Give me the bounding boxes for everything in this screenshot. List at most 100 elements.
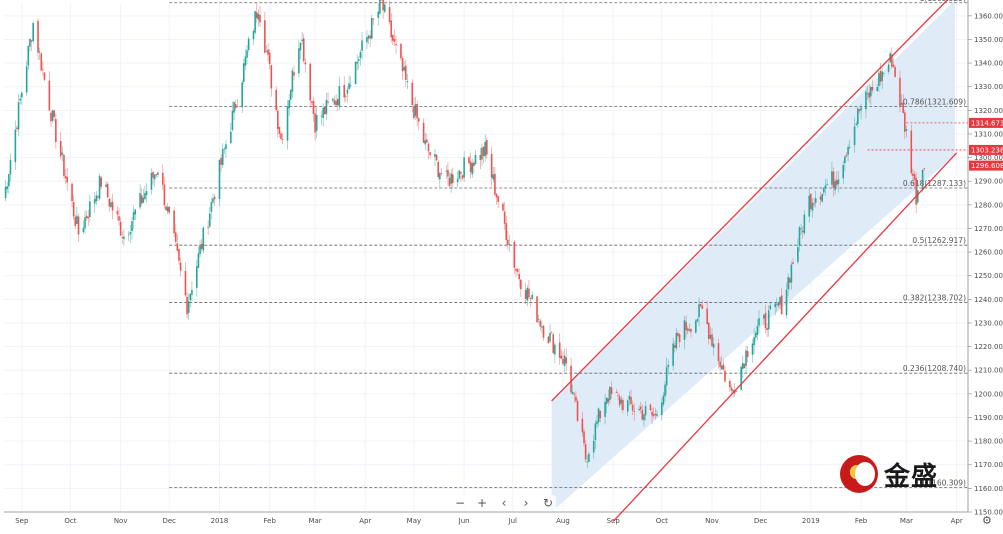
candle-body: [301, 40, 303, 42]
candle-body: [452, 174, 454, 183]
candle-body: [902, 103, 904, 113]
candle-body: [588, 454, 590, 462]
candle-body: [180, 263, 182, 271]
candle-body: [29, 39, 31, 47]
scroll-right-button[interactable]: ›: [518, 495, 534, 511]
candle-body: [185, 271, 187, 295]
candle-body: [549, 333, 551, 341]
candle-body: [695, 321, 697, 333]
candle-body: [167, 207, 169, 211]
candle-body: [656, 414, 658, 416]
candle-body: [314, 114, 316, 133]
candle-body: [322, 108, 324, 118]
reset-chart-button[interactable]: ↻: [540, 495, 556, 511]
candle-body: [530, 298, 532, 299]
candle-body: [253, 31, 255, 39]
candle-body: [428, 144, 430, 152]
candle-body: [243, 63, 245, 82]
fib-level-label: 0.618(1287.133): [903, 179, 966, 188]
candle-body: [390, 21, 392, 38]
candle-body: [143, 198, 145, 203]
candle-body: [663, 396, 665, 405]
candle-body: [629, 396, 631, 400]
y-tick-label: 1310.000: [974, 130, 1003, 138]
y-tick-label: 1200.000: [974, 390, 1003, 398]
y-tick-label: 1230.000: [974, 319, 1003, 327]
candle-body: [758, 318, 760, 325]
candle-body: [870, 87, 872, 96]
candle-body: [481, 148, 483, 160]
y-tick-label: 1180.000: [974, 438, 1003, 446]
candle-body: [655, 414, 657, 415]
candle-body: [37, 21, 39, 53]
candle-body: [288, 100, 290, 108]
candle-body: [561, 356, 563, 359]
candle-body: [202, 228, 204, 251]
zoom-in-button[interactable]: +: [474, 495, 490, 511]
fib-level-label: 1(1365.525): [920, 0, 966, 3]
candle-body: [651, 412, 653, 416]
candle-body: [596, 421, 598, 424]
candle-body: [413, 106, 415, 118]
candle-body: [514, 242, 516, 268]
candle-body: [266, 51, 268, 52]
candle-body: [719, 362, 721, 368]
candle-body: [446, 171, 448, 172]
settings-gear-icon[interactable]: ⚙: [982, 514, 992, 527]
candle-body: [776, 304, 778, 305]
candle-body: [458, 170, 460, 178]
candle-body: [497, 196, 499, 202]
candle-body: [97, 196, 99, 197]
candle-body: [449, 178, 451, 186]
candle-body: [906, 129, 908, 131]
x-tick-label: Sep: [15, 517, 29, 525]
x-tick-label: Oct: [64, 517, 76, 525]
candle-body: [369, 36, 371, 39]
candle-body: [865, 92, 867, 110]
candle-body: [188, 301, 190, 313]
candle-body: [123, 237, 125, 239]
candle-body: [8, 174, 10, 186]
candle-body: [290, 90, 292, 100]
candle-body: [335, 101, 337, 106]
candle-body: [494, 174, 496, 195]
candle-body: [154, 175, 156, 180]
price-tag-label: 1296.608: [971, 162, 1003, 170]
fib-level-label: 0.786(1321.609): [903, 98, 966, 107]
candle-body: [708, 323, 710, 339]
candle-body: [667, 365, 669, 367]
candle-body: [52, 110, 54, 120]
logo-mark-icon: [840, 455, 878, 493]
chart-toolbar: − + ‹ › ↻: [452, 495, 556, 511]
x-tick-label: Nov: [114, 517, 128, 525]
candle-body: [155, 174, 157, 175]
candle-body: [71, 184, 73, 201]
candle-body: [457, 179, 459, 183]
price-tag-label: 1303.238: [971, 146, 1003, 154]
candle-body: [42, 69, 44, 70]
candle-body: [632, 405, 634, 411]
candle-body: [130, 232, 132, 234]
candle-body: [752, 344, 754, 355]
candle-body: [460, 172, 462, 174]
candle-body: [791, 265, 793, 283]
y-tick-label: 1360.000: [974, 12, 1003, 20]
candle-body: [689, 329, 691, 330]
candle-body: [426, 139, 428, 142]
candle-body: [232, 111, 234, 130]
scroll-left-button[interactable]: ‹: [496, 495, 512, 511]
candle-body: [107, 184, 109, 198]
candle-body: [389, 7, 391, 22]
candle-body: [305, 62, 307, 64]
candle-body: [914, 174, 916, 179]
candle-body: [857, 108, 859, 124]
candle-body: [128, 234, 130, 235]
candle-body: [642, 410, 644, 420]
candle-body: [893, 65, 895, 67]
zoom-out-button[interactable]: −: [452, 495, 468, 511]
candle-body: [321, 116, 323, 117]
candle-body: [109, 199, 111, 206]
candle-body: [173, 211, 175, 234]
candle-body: [121, 237, 123, 238]
